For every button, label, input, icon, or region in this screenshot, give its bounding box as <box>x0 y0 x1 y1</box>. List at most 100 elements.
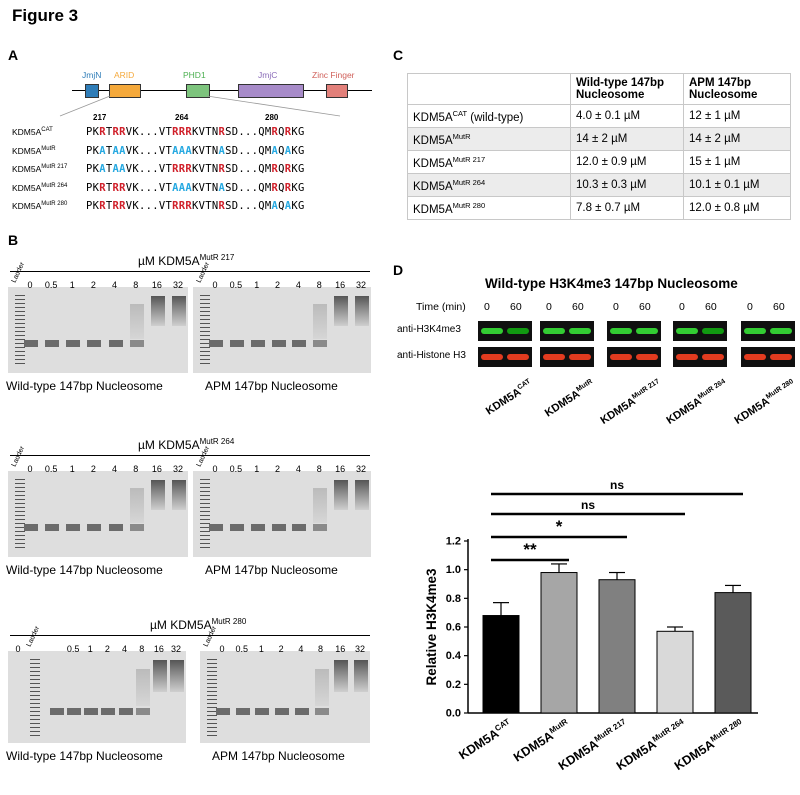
zoom-lines <box>59 95 341 117</box>
gel-band <box>355 295 369 326</box>
sequence-name: KDM5AMutR 217 <box>12 164 67 174</box>
wt-gel <box>8 651 186 743</box>
blot-band <box>636 354 658 360</box>
time-label: Time (min) <box>416 301 466 313</box>
lane-label: 8 <box>316 280 322 290</box>
time-point-label: 60 <box>639 301 651 313</box>
unit-text: µM KDM5A <box>150 618 212 632</box>
lane-label: 0 <box>212 464 218 474</box>
gel-band <box>209 524 223 532</box>
gel-smear <box>129 304 144 339</box>
domain-label: JmjC <box>258 70 278 80</box>
apm-gel <box>193 287 371 373</box>
residue-segment: Q <box>278 144 285 157</box>
time-point-label: 0 <box>679 301 685 313</box>
gel-band <box>24 524 38 532</box>
label-sup: MutR 280 <box>764 378 795 401</box>
gel-band <box>45 340 60 348</box>
gel-band <box>229 340 244 348</box>
table-header-cell <box>407 73 571 105</box>
sequence: PKRTRRVK...VTAAAKVTNASD...QMRQRKG <box>86 182 305 194</box>
lane-label: 4 <box>112 280 118 290</box>
wt-kd-cell: 7.8 ± 0.7 µM <box>570 196 684 220</box>
residue-segment: RR <box>112 181 126 194</box>
gel-band <box>229 524 244 532</box>
gel-band <box>313 340 328 348</box>
table-row: KDM5AMutR 280 7.8 ± 0.7 µM 12.0 ± 0.8 µM <box>407 196 791 220</box>
domain-box-arid <box>109 84 141 98</box>
label-sup: MutR 217 <box>630 378 661 401</box>
domain-box-zinc-finger <box>326 84 348 98</box>
gel-band <box>271 340 286 348</box>
residue-segment: A <box>284 200 292 212</box>
lane-label: 8 <box>316 464 322 474</box>
title-underline <box>10 635 370 636</box>
gel-band <box>355 479 369 510</box>
residue-segment: A <box>99 163 106 175</box>
residue-segment: SD...QM <box>225 163 272 175</box>
residue-segment: KG <box>291 181 305 194</box>
x-tick-name: KDM5A <box>556 737 601 773</box>
y-tick-label: 0.6 <box>446 622 461 634</box>
concentration-title: µM KDM5AMutR 264 <box>138 437 234 452</box>
gel-band <box>334 479 349 510</box>
domain-label: Zinc Finger <box>312 70 355 80</box>
lane-label: 0.5 <box>229 464 243 474</box>
residue-segment: A <box>99 144 106 157</box>
residue-segment: SD...QM <box>225 200 272 212</box>
time-point-label: 60 <box>705 301 717 313</box>
gel-smear <box>313 488 328 523</box>
lane-label: 2 <box>275 280 281 290</box>
time-point-label: 60 <box>773 301 785 313</box>
lane-label: 1 <box>258 644 264 654</box>
sequence-name: KDM5AMutR 280 <box>12 201 67 211</box>
anti-h3k4me3-label: anti-H3K4me3 <box>397 324 461 335</box>
gel-smear <box>313 304 328 339</box>
title-underline <box>10 455 370 456</box>
residue-segment: VK...VT <box>125 200 173 212</box>
ladder-lane <box>15 295 25 367</box>
residue-segment: PK <box>86 144 100 157</box>
lane-label: 0 <box>212 280 218 290</box>
domain-backbone <box>72 90 372 91</box>
table-header-row: Wild-type 147bp Nucleosome APM 147bp Nucl… <box>407 73 791 105</box>
construct-cell: KDM5AMutR 280 <box>407 196 571 220</box>
lane-label: 0.5 <box>44 280 58 290</box>
red-blot <box>741 347 795 367</box>
apm-gel <box>200 651 370 743</box>
blot-band <box>744 354 766 360</box>
bar <box>540 572 578 714</box>
lane-label: 32 <box>170 644 182 654</box>
lane-label: 16 <box>335 280 346 290</box>
label-sup: MutR <box>41 145 56 152</box>
gel-band <box>87 524 102 532</box>
wt-gel-caption: Wild-type 147bp Nucleosome <box>6 749 163 763</box>
apm-gel <box>193 471 371 557</box>
lane-label: 1 <box>69 464 75 474</box>
blot-title: Wild-type H3K4me3 147bp Nucleosome <box>485 276 738 291</box>
domain-box-jmjc <box>238 84 304 98</box>
residue-segment: R <box>99 126 106 138</box>
residue-segment: VK...VT <box>125 144 173 157</box>
domain-label: JmjN <box>82 70 102 80</box>
gel-band <box>66 524 81 532</box>
gel-band <box>313 524 328 532</box>
ladder-lane <box>200 295 210 367</box>
ladder-lane <box>207 659 217 737</box>
residue-segment: RR <box>112 200 126 212</box>
concentration-title: µM KDM5AMutR 280 <box>150 617 246 632</box>
lane-label: 32 <box>355 464 367 474</box>
label-sup: MutR 280 <box>452 200 486 210</box>
wt-gel-caption: Wild-type 147bp Nucleosome <box>6 563 163 577</box>
lane-label: 0 <box>219 644 225 654</box>
lane-label: 8 <box>133 280 139 290</box>
label-sup: MutR <box>575 378 594 394</box>
blot-band <box>507 354 529 360</box>
residue-segment: RR <box>112 126 126 138</box>
gel-band <box>216 708 230 716</box>
gel-band <box>294 708 309 716</box>
gel-band <box>150 479 165 510</box>
lane-label: 2 <box>104 644 110 654</box>
residue-segment: R <box>271 181 279 194</box>
sequence: PKRTRRVK...VTRRRKVTNRSD...QMAQAKG <box>86 200 305 212</box>
